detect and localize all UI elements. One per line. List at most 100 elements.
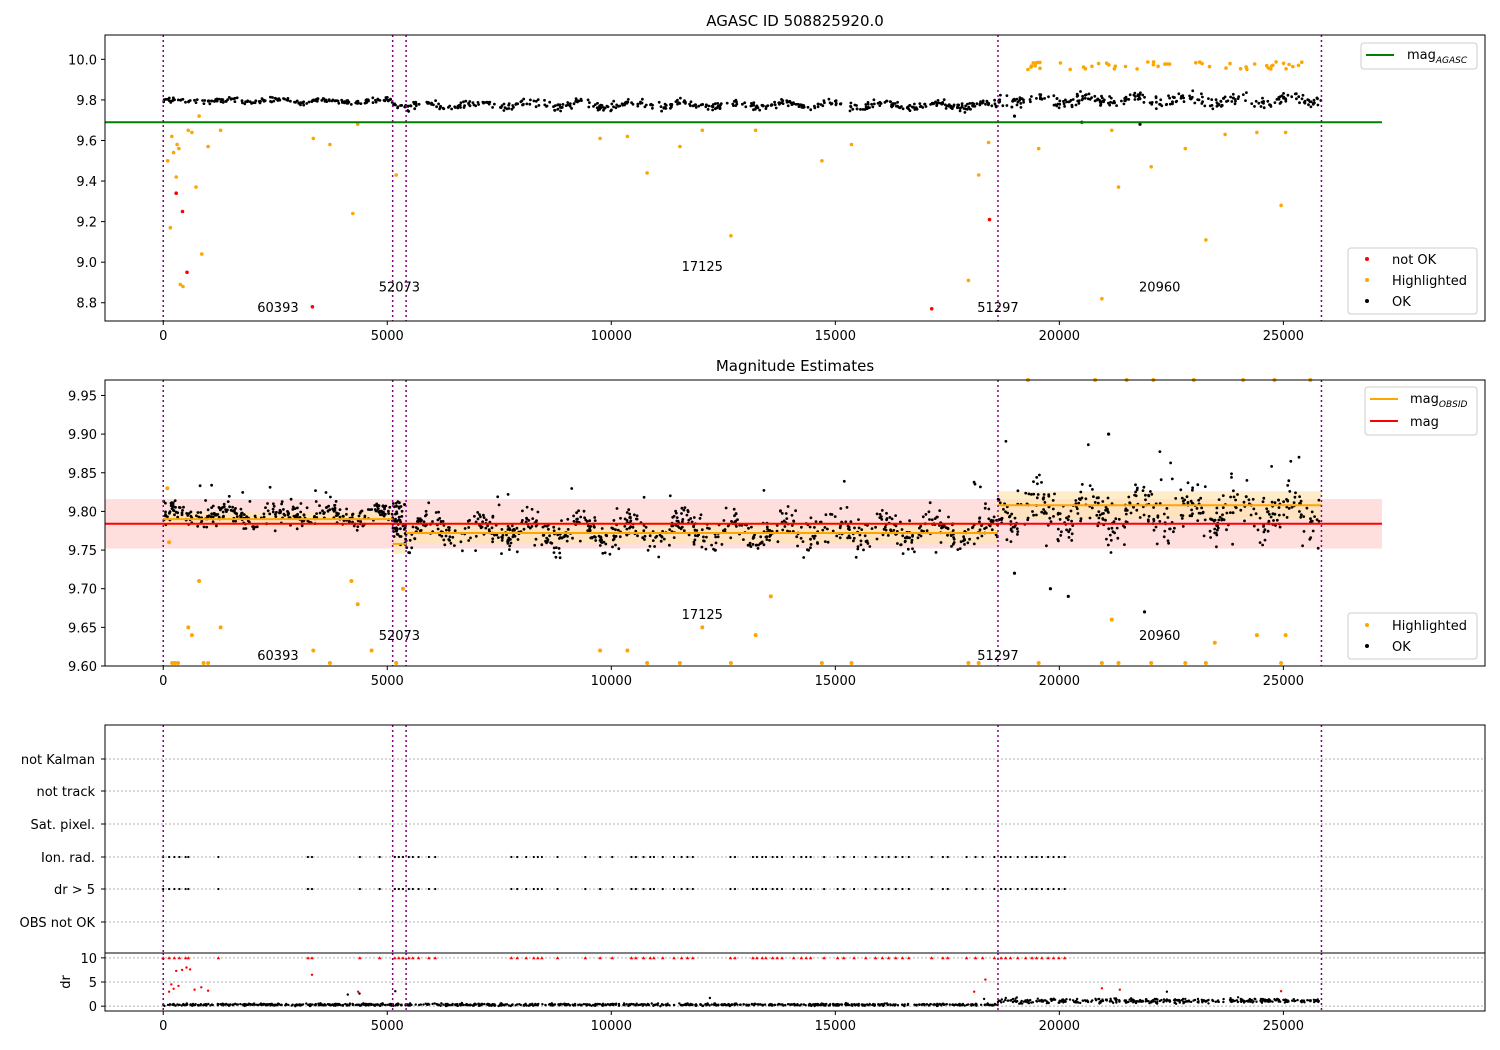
dr-point — [1124, 999, 1128, 1002]
dr-clipped-marker — [652, 956, 656, 960]
dr-point — [906, 1003, 909, 1007]
dr-point — [986, 1002, 989, 1005]
ok-point — [410, 546, 414, 550]
dr-point — [800, 1003, 803, 1006]
ok-point — [184, 100, 187, 104]
ok-point — [690, 520, 694, 524]
ok-point — [1316, 97, 1319, 101]
ok-point — [361, 524, 365, 528]
dr-point — [844, 1003, 847, 1006]
ok-point — [279, 510, 283, 513]
ok-point — [536, 510, 540, 514]
dr-point — [1235, 999, 1239, 1002]
highlighted-point — [1031, 61, 1035, 65]
dr-point — [929, 1002, 932, 1006]
ok-point — [976, 536, 980, 540]
obsid-label: 51297 — [977, 649, 1018, 664]
ok-point — [376, 507, 380, 510]
ok-point — [529, 98, 532, 102]
ok-point — [641, 536, 645, 540]
flag-category-label: not Kalman — [21, 753, 95, 768]
ok-point — [409, 104, 413, 108]
dr-point — [960, 1003, 963, 1006]
dr-point — [822, 1004, 826, 1007]
ok-point — [1216, 528, 1219, 532]
ion-rad-flag — [1047, 855, 1050, 859]
ok-point — [323, 511, 326, 514]
highlighted-point — [1123, 64, 1128, 69]
ok-point — [513, 534, 517, 538]
ok-point — [447, 528, 451, 532]
dr-point — [958, 1004, 962, 1007]
legend-label-mag: mag — [1410, 415, 1439, 430]
ok-point — [671, 515, 675, 519]
ok-point — [651, 106, 654, 110]
ok-point — [978, 520, 981, 524]
ok-point — [1058, 518, 1062, 521]
ok-point — [383, 512, 387, 516]
ok-point — [807, 548, 810, 552]
ok-point — [1294, 491, 1297, 495]
ok-point — [521, 519, 524, 522]
ok-point — [333, 506, 337, 510]
dr-flag — [733, 887, 737, 891]
ok-point — [1302, 101, 1306, 104]
dr-high-point — [356, 990, 360, 993]
ok-point — [866, 101, 870, 104]
ok-point — [847, 525, 851, 529]
ok-point — [995, 518, 998, 522]
ok-point — [1018, 99, 1021, 102]
ok-point — [765, 535, 769, 539]
ok-point — [1074, 499, 1078, 502]
highlighted-point — [1254, 633, 1259, 638]
ok-point — [610, 102, 614, 106]
ok-point — [1115, 104, 1118, 107]
ok-point — [374, 100, 378, 104]
dr-flag — [1000, 887, 1003, 891]
ok-point — [505, 533, 508, 537]
ok-point — [1106, 543, 1110, 547]
ok-point — [1171, 100, 1174, 104]
ion-rad-flag — [584, 855, 587, 859]
ok-point — [1107, 101, 1110, 105]
ok-point — [275, 510, 278, 514]
ok-point — [211, 520, 215, 524]
ok-point — [1156, 515, 1160, 519]
ok-point — [1134, 490, 1137, 494]
dr-point — [1186, 1000, 1190, 1003]
dr-point — [433, 1002, 436, 1005]
ok-point — [651, 103, 654, 107]
ok-point — [474, 534, 478, 538]
ok-point — [453, 544, 456, 547]
ok-point — [880, 518, 884, 521]
dr-point — [435, 1002, 438, 1006]
ion-rad-flag — [823, 855, 826, 859]
ok-point — [593, 103, 597, 106]
legend-dot-highlighted — [1365, 278, 1369, 282]
ok-point — [549, 541, 553, 545]
dr-point — [1038, 999, 1041, 1003]
ok-point — [582, 509, 586, 513]
ion-rad-flag — [733, 855, 737, 859]
highlighted-point — [197, 579, 202, 583]
ok-point — [176, 515, 180, 519]
ok-point — [441, 520, 445, 523]
dr-point — [414, 1003, 417, 1006]
dr-point — [1075, 1000, 1078, 1003]
dr-clipped-marker — [880, 956, 885, 960]
ok-point — [351, 520, 354, 524]
ok-point — [872, 98, 876, 102]
highlighted-point — [753, 128, 758, 133]
dr-clipped-marker — [540, 956, 544, 960]
ok-point — [938, 524, 941, 527]
agasc-panel-title: AGASC ID 508825920.0 — [706, 12, 884, 30]
ok-point — [233, 508, 236, 512]
dr-flag — [411, 887, 414, 891]
dr-point — [1302, 999, 1306, 1002]
ok-point — [762, 543, 766, 547]
ok-point — [1162, 512, 1166, 516]
ok-point — [946, 526, 950, 530]
dr-point — [1315, 999, 1318, 1003]
dr-flag — [776, 887, 779, 891]
ok-point — [718, 105, 722, 108]
